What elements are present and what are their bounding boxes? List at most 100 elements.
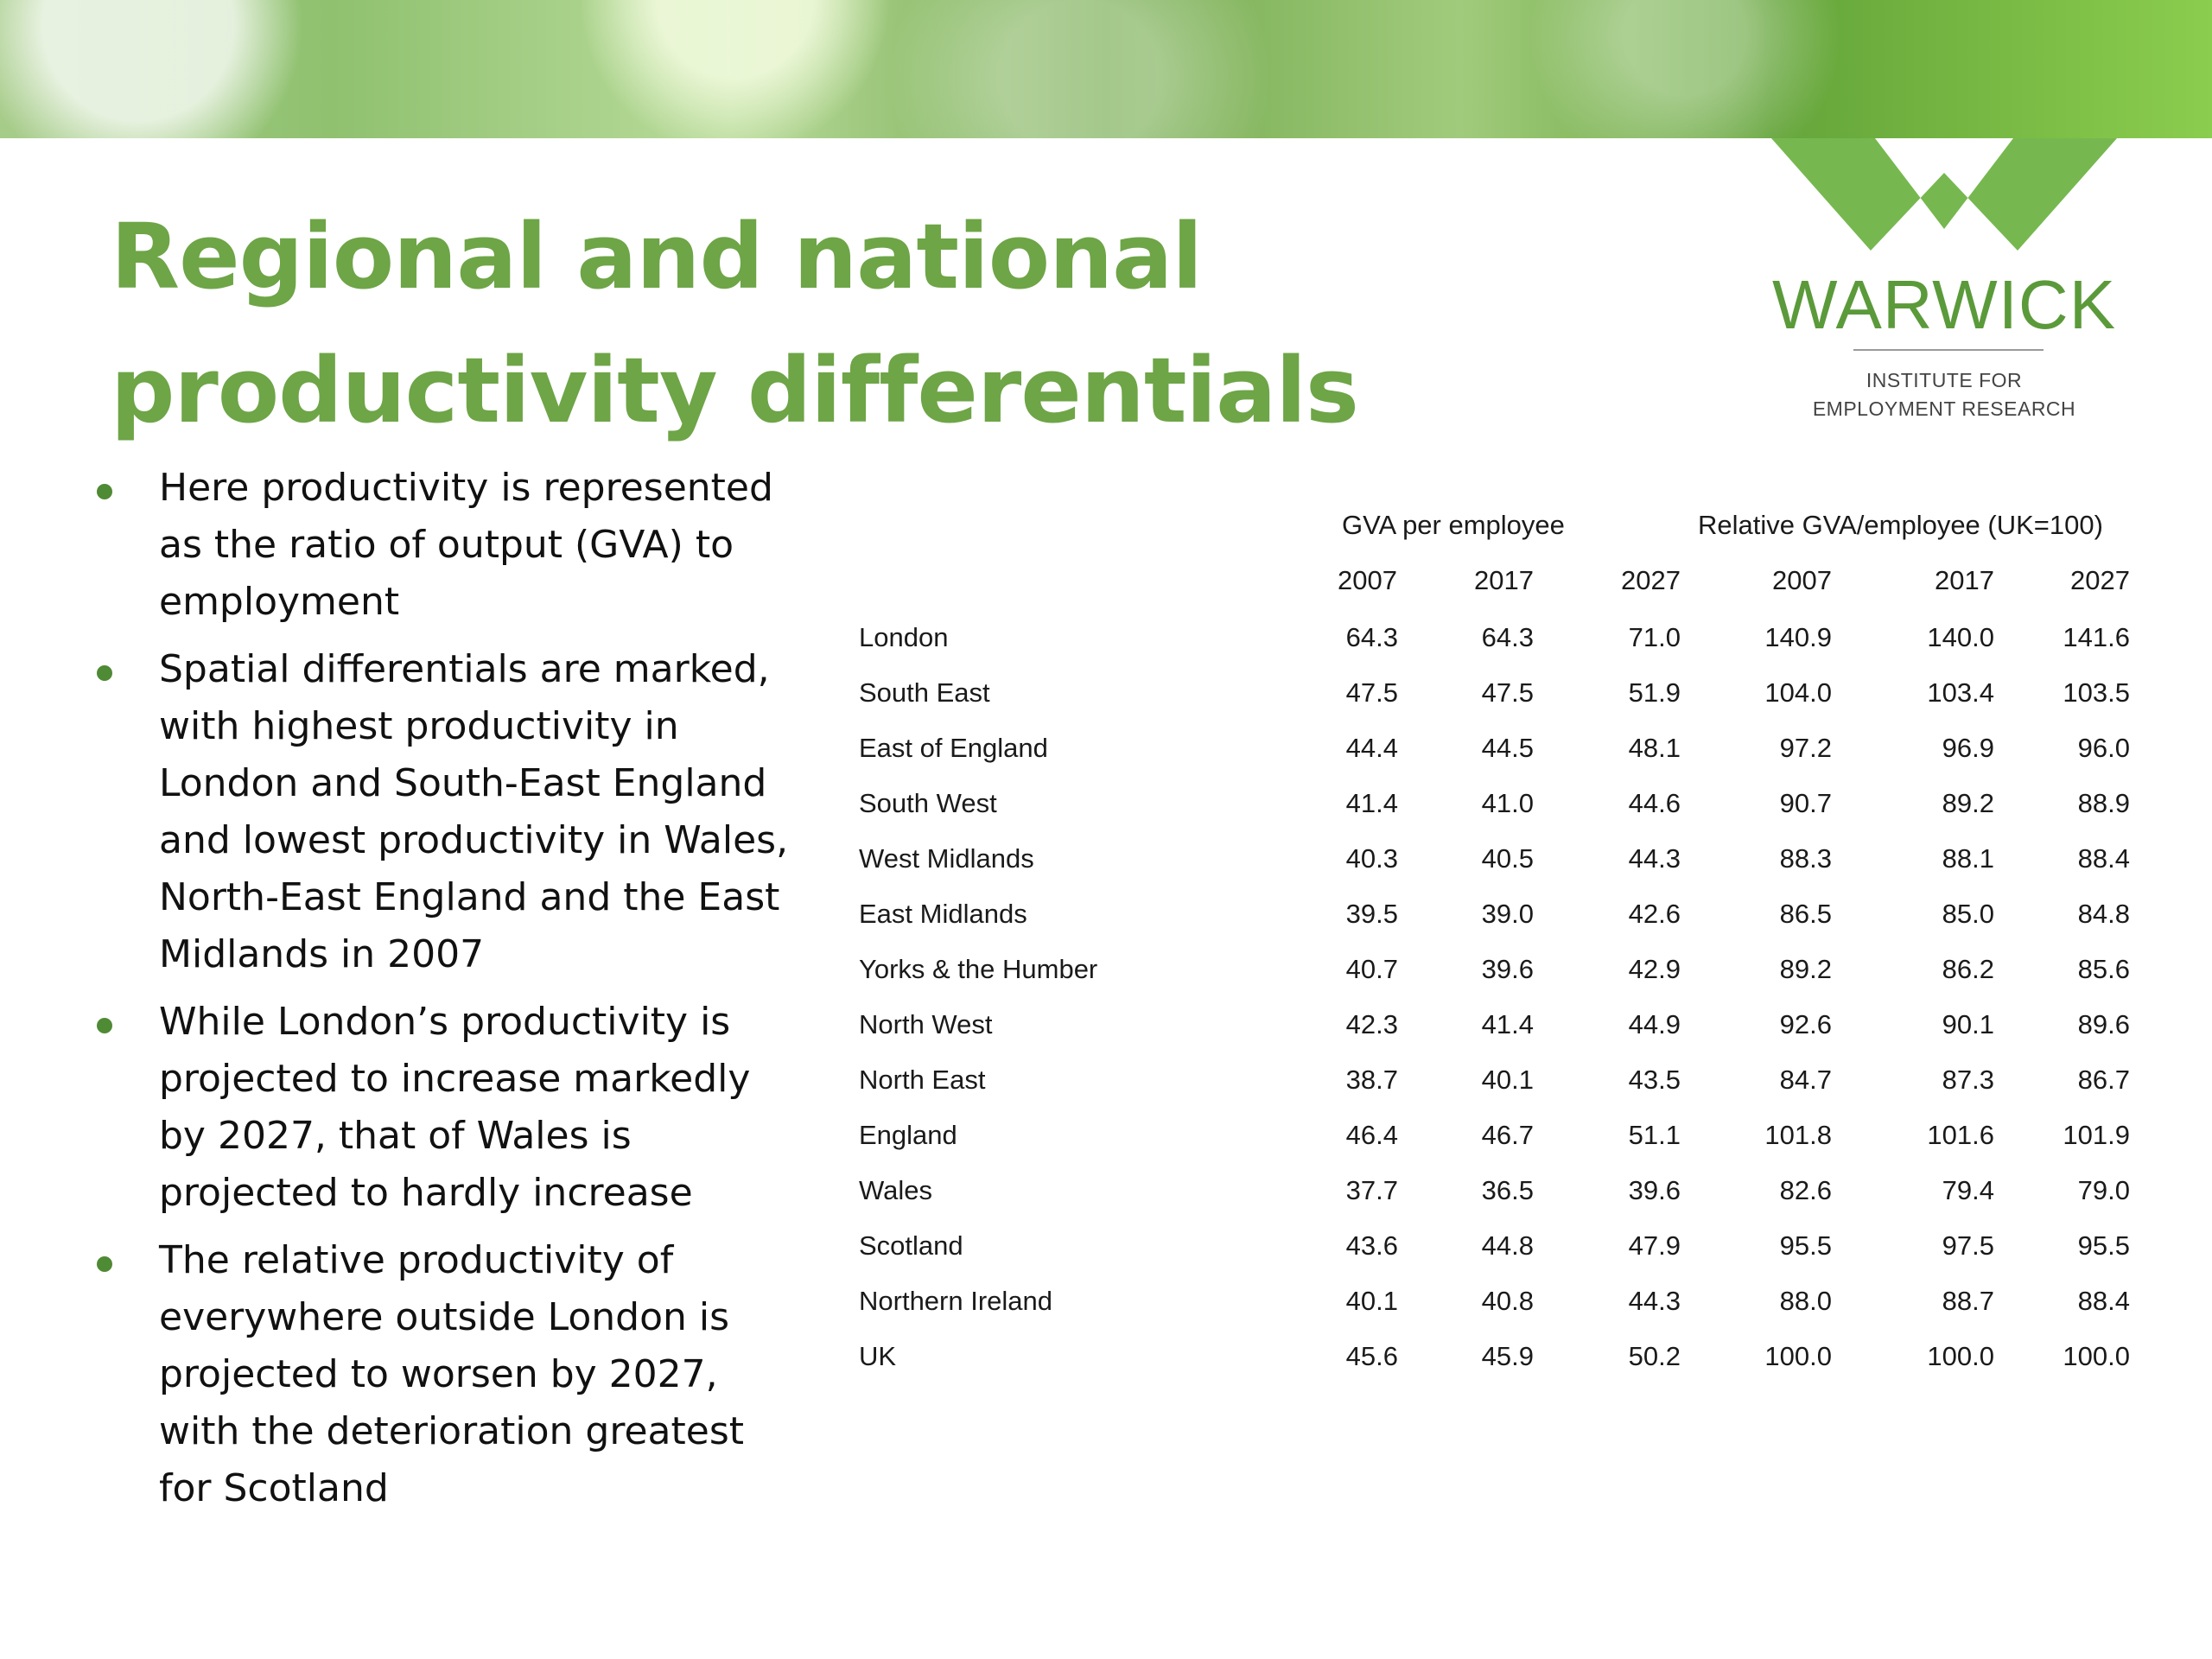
table-row: UK 45.6 45.9 50.2 100.0 100.0 100.0 <box>847 1341 2160 1384</box>
region-label: Scotland <box>859 1230 963 1261</box>
year-header: 2027 <box>2070 565 2130 595</box>
table-cell: 104.0 <box>1764 677 1832 708</box>
table-cell: 95.5 <box>2077 1230 2130 1261</box>
table-cell: 92.6 <box>1779 1009 1832 1039</box>
table-cell: 101.6 <box>1927 1120 1994 1150</box>
table-cell: 36.5 <box>1481 1175 1534 1205</box>
bullet-text: Here productivity is represented as the … <box>159 466 773 624</box>
table-cell: 101.9 <box>2063 1120 2130 1150</box>
logo-wordmark: WARWICK <box>1771 266 2117 343</box>
table-cell: 38.7 <box>1345 1065 1398 1095</box>
table-cell: 44.6 <box>1628 788 1681 818</box>
region-label: East of England <box>859 733 1048 763</box>
table-cell: 42.9 <box>1628 954 1681 984</box>
table-cell: 44.8 <box>1481 1230 1534 1261</box>
table-cell: 100.0 <box>2063 1341 2130 1371</box>
table-cell: 50.2 <box>1628 1341 1681 1371</box>
table-cell: 44.3 <box>1628 1286 1681 1316</box>
bullet-list: Here productivity is represented as the … <box>86 460 804 1528</box>
region-label: London <box>859 622 949 652</box>
table-cell: 84.8 <box>2077 899 2130 929</box>
table-cell: 87.3 <box>1942 1065 1994 1095</box>
table-row: Yorks & the Humber 40.7 39.6 42.9 89.2 86.2 85… <box>847 954 2160 997</box>
table-cell: 100.0 <box>1927 1341 1994 1371</box>
logo-divider <box>1853 349 2044 351</box>
logo-subtitle: INSTITUTE FOR EMPLOYMENT RESEARCH <box>1754 366 2134 423</box>
bullet-dot-icon <box>97 665 112 681</box>
table-cell: 51.1 <box>1628 1120 1681 1150</box>
bullet-text: While London’s productivity is projected… <box>159 1000 751 1215</box>
table-cell: 47.5 <box>1481 677 1534 708</box>
table-cell: 46.7 <box>1481 1120 1534 1150</box>
table-cell: 44.9 <box>1628 1009 1681 1039</box>
year-header: 2017 <box>1474 565 1534 595</box>
bullet-text: Spatial differentials are marked, with h… <box>159 647 789 976</box>
table-cell: 40.3 <box>1345 843 1398 874</box>
table-cell: 44.4 <box>1345 733 1398 763</box>
table-cell: 79.4 <box>1942 1175 1994 1205</box>
table-cell: 40.5 <box>1481 843 1534 874</box>
table-cell: 47.9 <box>1628 1230 1681 1261</box>
year-header: 2027 <box>1621 565 1681 595</box>
table-cell: 39.6 <box>1628 1175 1681 1205</box>
year-header: 2007 <box>1338 565 1397 595</box>
table-cell: 88.3 <box>1779 843 1832 874</box>
table-cell: 37.7 <box>1345 1175 1398 1205</box>
region-label: West Midlands <box>859 843 1034 874</box>
table-cell: 44.5 <box>1481 733 1534 763</box>
year-header: 2017 <box>1935 565 1994 595</box>
region-label: UK <box>859 1341 897 1371</box>
slide-title: Regional and national productivity diffe… <box>111 204 1359 443</box>
table-row: South East 47.5 47.5 51.9 104.0 103.4 103.5 <box>847 677 2160 721</box>
table-cell: 42.6 <box>1628 899 1681 929</box>
table-cell: 101.8 <box>1764 1120 1832 1150</box>
table-row: North East 38.7 40.1 43.5 84.7 87.3 86.7 <box>847 1065 2160 1108</box>
region-label: East Midlands <box>859 899 1027 929</box>
table-cell: 88.7 <box>1942 1286 1994 1316</box>
table-cell: 89.6 <box>2077 1009 2130 1039</box>
table-row: Northern Ireland 40.1 40.8 44.3 88.0 88.7 88.4 <box>847 1286 2160 1329</box>
table-cell: 82.6 <box>1779 1175 1832 1205</box>
table-cell: 40.7 <box>1345 954 1398 984</box>
table-cell: 40.1 <box>1345 1286 1398 1316</box>
table-cell: 64.3 <box>1481 622 1534 652</box>
table-cell: 88.1 <box>1942 843 1994 874</box>
table-cell: 84.7 <box>1779 1065 1832 1095</box>
table-row: East Midlands 39.5 39.0 42.6 86.5 85.0 84.8 <box>847 899 2160 942</box>
region-label: Northern Ireland <box>859 1286 1053 1316</box>
warwick-w-icon <box>1771 138 2117 251</box>
table-cell: 41.4 <box>1345 788 1398 818</box>
table-cell: 96.0 <box>2077 733 2130 763</box>
table-row: East of England 44.4 44.5 48.1 97.2 96.9 96.0 <box>847 733 2160 776</box>
region-label: North East <box>859 1065 986 1095</box>
header-banner <box>0 0 2212 138</box>
table-cell: 90.1 <box>1942 1009 1994 1039</box>
table-cell: 46.4 <box>1345 1120 1398 1150</box>
table-cell: 51.9 <box>1628 677 1681 708</box>
table-cell: 88.4 <box>2077 843 2130 874</box>
table-cell: 140.0 <box>1927 622 1994 652</box>
table-cell: 103.4 <box>1927 677 1994 708</box>
table-cell: 48.1 <box>1628 733 1681 763</box>
region-label: Yorks & the Humber <box>859 954 1098 984</box>
table-cell: 40.8 <box>1481 1286 1534 1316</box>
table-cell: 44.3 <box>1628 843 1681 874</box>
table-cell: 86.7 <box>2077 1065 2130 1095</box>
table-cell: 90.7 <box>1779 788 1832 818</box>
table-cell: 64.3 <box>1345 622 1398 652</box>
productivity-table: GVA per employee Relative GVA/employee (… <box>847 0 2160 1659</box>
table-cell: 42.3 <box>1345 1009 1398 1039</box>
table-cell: 47.5 <box>1345 677 1398 708</box>
warwick-logo: WARWICK INSTITUTE FOR EMPLOYMENT RESEARC… <box>1754 138 2134 432</box>
table-cell: 88.4 <box>2077 1286 2130 1316</box>
table-cell: 40.1 <box>1481 1065 1534 1095</box>
table-row: England 46.4 46.7 51.1 101.8 101.6 101.9 <box>847 1120 2160 1163</box>
region-label: Wales <box>859 1175 932 1205</box>
table-cell: 97.2 <box>1779 733 1832 763</box>
table-cell: 41.4 <box>1481 1009 1534 1039</box>
table-cell: 39.5 <box>1345 899 1398 929</box>
table-cell: 45.6 <box>1345 1341 1398 1371</box>
logo-subtitle-line-1: INSTITUTE FOR <box>1866 369 2023 391</box>
table-cell: 39.0 <box>1481 899 1534 929</box>
bullet-dot-icon <box>97 1256 112 1272</box>
